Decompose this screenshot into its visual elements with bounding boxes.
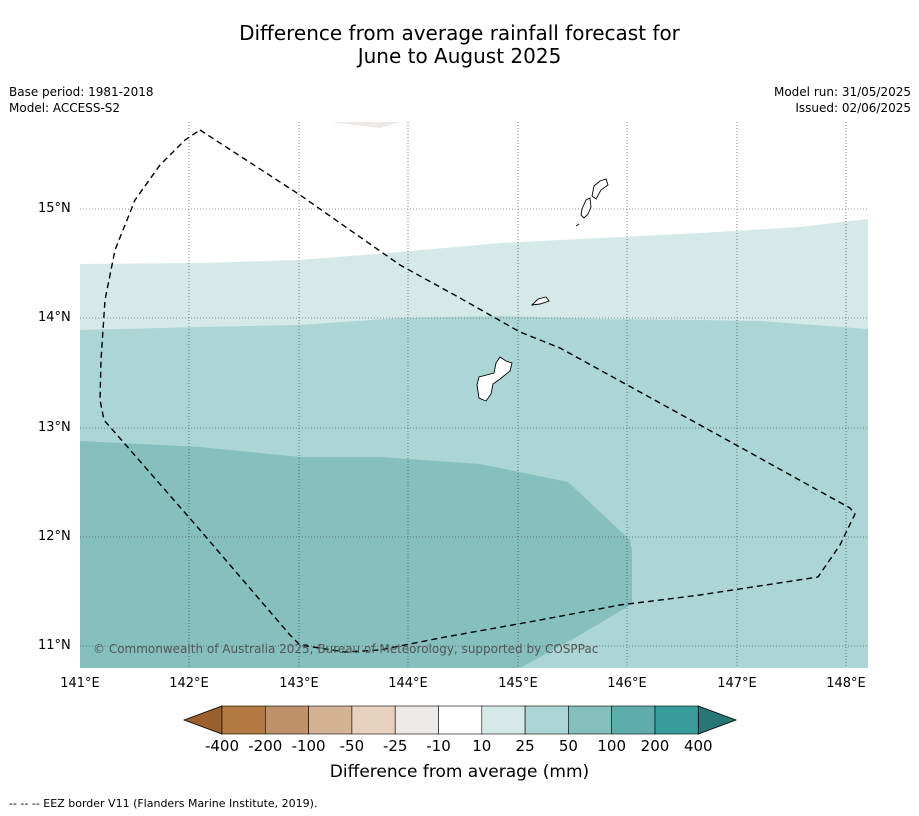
title-line-1: Difference from average rainfall forecas… [239,21,680,45]
colorbar-tick-label: 10 [472,737,492,755]
colorbar-tick-label: 25 [515,737,535,755]
colorbar-swatch [264,705,309,735]
gridlines [80,122,868,668]
colorbar-swatch [611,705,656,735]
lon-label: 146°E [607,676,647,691]
colorbar-swatch [221,705,266,735]
colorbar [182,705,738,735]
model-run: Model run: 31/05/2025 [773,85,911,99]
lat-label: 12°N [38,529,71,544]
colorbar-extend-low [182,705,223,735]
colorbar-swatch [308,705,353,735]
island-guam [476,356,513,402]
base-period: Base period: 1981-2018 [9,85,154,99]
map-area [80,122,868,668]
colorbar-swatch [438,705,483,735]
lon-label: 142°E [169,676,209,691]
colorbar-tick-label: 100 [597,737,626,755]
colorbar-tick-label: 50 [558,737,578,755]
colorbar-tick-label: -10 [426,737,451,755]
colorbar-tick-label: 400 [683,737,713,755]
islands [476,178,609,402]
colorbar-tick-label: -50 [339,737,365,755]
model-name: Model: ACCESS-S2 [9,101,121,115]
colorbar-tick-label: -200 [248,737,283,755]
colorbar-swatch [568,705,613,735]
eez-border [99,129,856,653]
colorbar-swatch [654,705,699,735]
lon-label: 147°E [717,676,757,691]
lon-label: 141°E [60,676,100,691]
lat-label: 11°N [38,638,71,653]
lon-label: 143°E [279,676,319,691]
colorbar-swatch [351,705,396,735]
lat-label: 15°N [38,201,71,216]
map-title: Difference from average rainfall forecas… [0,22,919,68]
title-line-2: June to August 2025 [357,44,562,68]
meta-left: Base period: 1981-2018 Model: ACCESS-S2 [9,84,154,116]
band-neutral-top [330,122,400,128]
lon-label: 145°E [498,676,538,691]
lon-label: 148°E [826,676,866,691]
island-saipan [591,178,609,200]
colorbar-swatch [524,705,569,735]
colorbar-tick-label: -100 [291,737,326,755]
copyright-notice: © Commonwealth of Australia 2025, Bureau… [93,642,599,656]
island-tinian [580,197,592,219]
colorbar-tick-label: -25 [382,737,408,755]
island-rota [530,296,550,306]
island-aguijan [575,223,580,227]
legend-footer: -- -- -- EEZ border V11 (Flanders Marine… [9,797,318,810]
colorbar-tick-label: -400 [204,737,240,755]
colorbar-extend-high [697,705,738,735]
meta-right: Model run: 31/05/2025 Issued: 02/06/2025 [774,84,911,116]
lon-label: 144°E [388,676,428,691]
band-50-100 [80,441,632,668]
colorbar-swatch [394,705,439,735]
lat-label: 13°N [38,420,71,435]
lat-label: 14°N [38,310,71,325]
colorbar-tick-label: 200 [640,737,670,755]
issued-date: Issued: 02/06/2025 [795,101,911,115]
colorbar-swatch [481,705,526,735]
colorbar-label: Difference from average (mm) [329,762,590,782]
